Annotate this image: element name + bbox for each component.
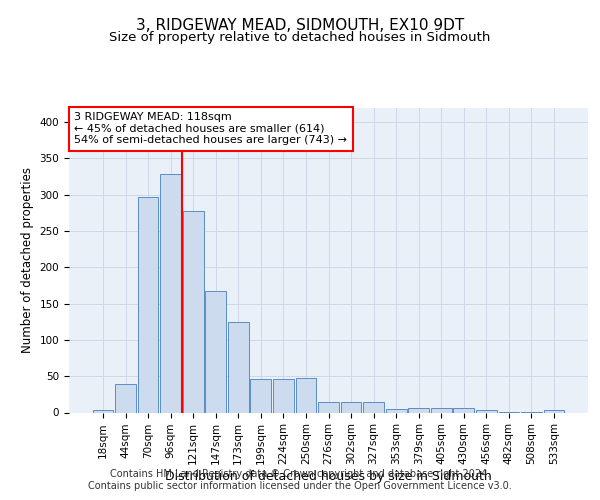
Bar xyxy=(363,402,384,412)
Bar xyxy=(454,408,474,412)
Bar xyxy=(476,410,497,412)
Y-axis label: Number of detached properties: Number of detached properties xyxy=(21,167,34,353)
Bar xyxy=(92,410,113,412)
Bar xyxy=(137,197,158,412)
Text: 3, RIDGEWAY MEAD, SIDMOUTH, EX10 9DT: 3, RIDGEWAY MEAD, SIDMOUTH, EX10 9DT xyxy=(136,18,464,32)
Bar xyxy=(296,378,316,412)
Bar xyxy=(341,402,361,412)
Bar xyxy=(409,408,429,412)
Text: 3 RIDGEWAY MEAD: 118sqm
← 45% of detached houses are smaller (614)
54% of semi-d: 3 RIDGEWAY MEAD: 118sqm ← 45% of detache… xyxy=(74,112,347,146)
Bar xyxy=(431,408,452,412)
Bar xyxy=(318,402,339,412)
Text: Contains HM Land Registry data © Crown copyright and database right 2024.
Contai: Contains HM Land Registry data © Crown c… xyxy=(88,470,512,491)
Bar xyxy=(183,210,203,412)
Bar xyxy=(228,322,248,412)
Bar xyxy=(205,290,226,412)
X-axis label: Distribution of detached houses by size in Sidmouth: Distribution of detached houses by size … xyxy=(165,470,492,483)
Bar xyxy=(115,384,136,412)
Bar xyxy=(386,409,407,412)
Bar xyxy=(273,379,294,412)
Bar xyxy=(160,174,181,412)
Text: Size of property relative to detached houses in Sidmouth: Size of property relative to detached ho… xyxy=(109,31,491,44)
Bar xyxy=(544,410,565,412)
Bar xyxy=(250,379,271,412)
